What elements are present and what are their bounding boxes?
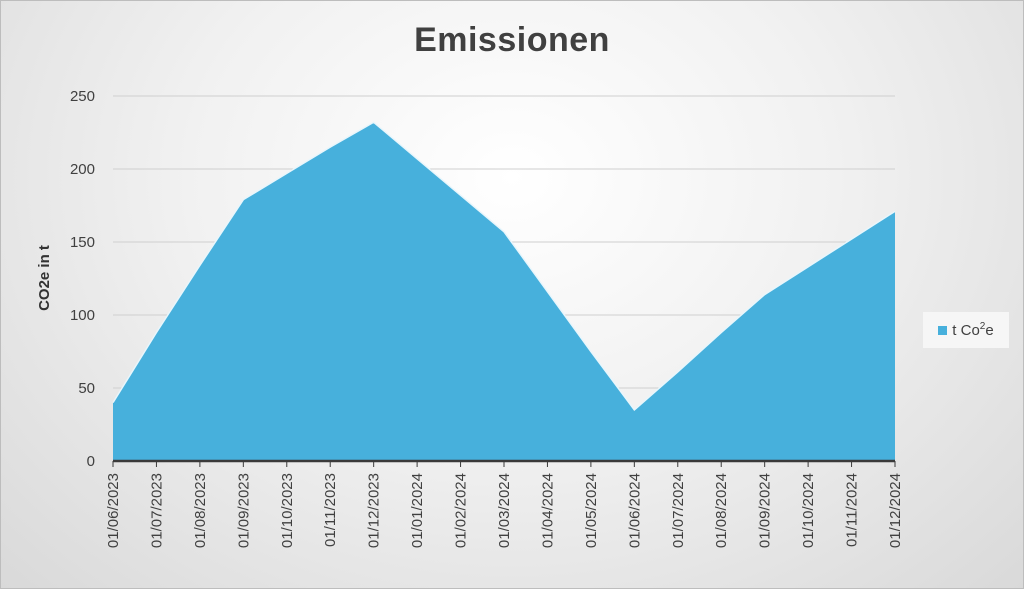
area-series (113, 122, 895, 461)
x-tick-label: 01/08/2024 (713, 473, 730, 548)
x-tick-label: 01/01/2024 (409, 473, 426, 548)
x-tick-label: 01/07/2023 (148, 473, 165, 548)
x-tick-label: 01/09/2024 (757, 473, 774, 548)
x-tick-label: 01/04/2024 (539, 473, 556, 548)
x-tick-label: 01/03/2024 (496, 473, 513, 548)
chart-title: Emissionen (414, 21, 610, 59)
y-axis-label: CO2e in t (36, 245, 53, 311)
y-tick-label: 100 (70, 307, 95, 324)
x-tick-label: 01/10/2024 (800, 473, 817, 548)
legend-label: t Co2e (952, 321, 994, 339)
legend-swatch (938, 325, 948, 335)
x-tick-label: 01/06/2023 (105, 473, 122, 548)
x-tick-label: 01/06/2024 (626, 473, 643, 548)
x-tick-label: 01/05/2024 (583, 473, 600, 548)
x-tick-label: 01/12/2024 (887, 473, 904, 548)
legend: t Co2e (923, 312, 1009, 348)
y-tick-label: 200 (70, 161, 95, 178)
x-tick-label: 01/09/2023 (235, 473, 252, 548)
x-tick-label: 01/08/2023 (192, 473, 209, 548)
x-tick-label: 01/10/2023 (279, 473, 296, 548)
x-tick-label: 01/11/2023 (322, 473, 339, 547)
y-tick-label: 150 (70, 234, 95, 251)
x-tick-label: 01/07/2024 (670, 473, 687, 548)
y-tick-label: 0 (87, 453, 95, 470)
x-tick-label: 01/11/2024 (844, 473, 861, 547)
y-tick-label: 250 (70, 88, 95, 105)
x-tick-label: 01/12/2023 (366, 473, 383, 548)
x-tick-label: 01/02/2024 (453, 473, 470, 548)
y-tick-label: 50 (78, 380, 95, 397)
area-edge (112, 121, 896, 411)
